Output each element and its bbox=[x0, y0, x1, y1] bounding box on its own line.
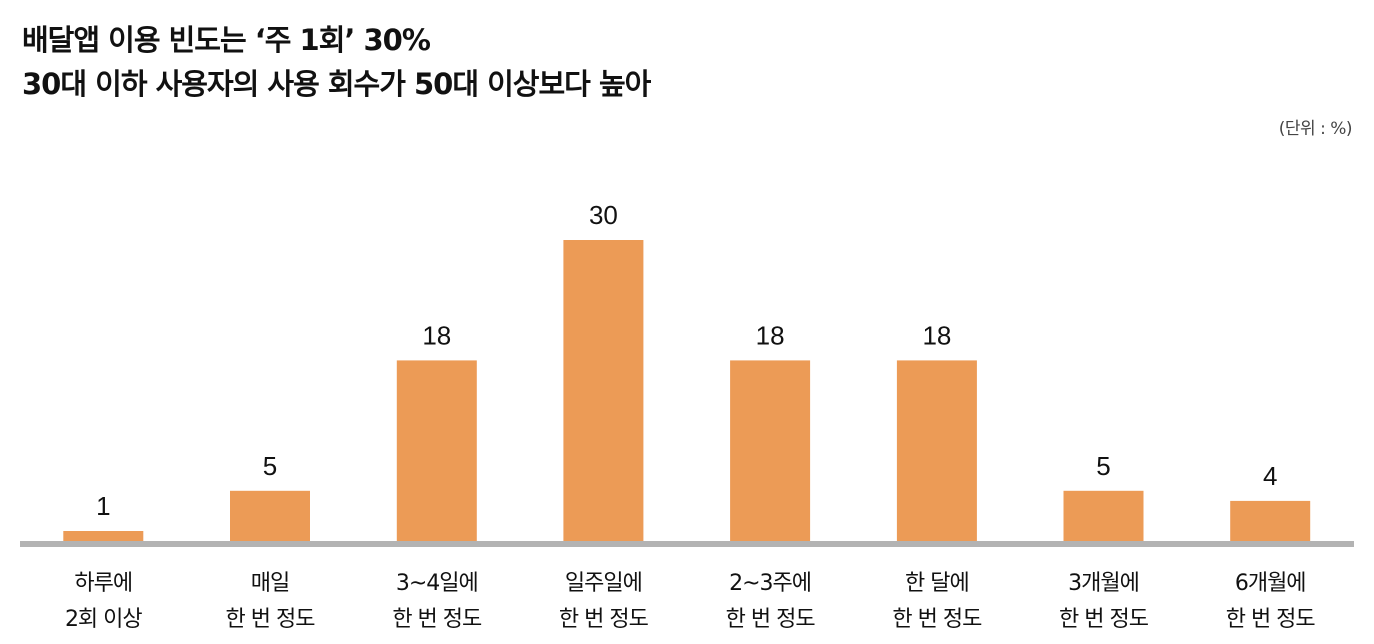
category-label: 한 번 정도 bbox=[226, 607, 316, 632]
bar-value-label: 5 bbox=[263, 451, 277, 481]
category-label: 한 번 정도 bbox=[892, 607, 982, 632]
category-label: 3개월에 bbox=[1068, 571, 1139, 596]
category-label: 한 번 정도 bbox=[392, 607, 482, 632]
title-line-2: 30대 이하 사용자의 사용 회수가 50대 이상보다 높아 bbox=[22, 67, 651, 101]
bar-value-label: 18 bbox=[756, 320, 785, 350]
category-label: 한 번 정도 bbox=[1226, 607, 1316, 632]
chart-title: 배달앱 이용 빈도는 ‘주 1회’ 30% 30대 이하 사용자의 사용 회수가… bbox=[22, 18, 651, 106]
category-label: 2회 이상 bbox=[65, 607, 142, 632]
bar bbox=[230, 490, 310, 541]
x-axis-baseline bbox=[20, 541, 1354, 547]
bar-value-label: 18 bbox=[422, 320, 451, 350]
bar-value-label: 4 bbox=[1263, 461, 1277, 491]
bar-value-label: 18 bbox=[922, 320, 951, 350]
unit-label: (단위 : %) bbox=[1278, 119, 1353, 139]
category-label: 한 번 정도 bbox=[726, 607, 816, 632]
category-label: 일주일에 bbox=[565, 571, 642, 596]
bar-value-label: 1 bbox=[96, 491, 110, 521]
category-label: 한 번 정도 bbox=[559, 607, 649, 632]
bar bbox=[1063, 490, 1144, 541]
bar-value-label: 30 bbox=[589, 200, 618, 230]
title-line-1: 배달앱 이용 빈도는 ‘주 1회’ 30% bbox=[22, 23, 431, 57]
bar bbox=[396, 360, 477, 541]
bar bbox=[896, 360, 977, 541]
category-label: 매일 bbox=[251, 571, 289, 596]
category-label: 2~3주에 bbox=[729, 571, 811, 596]
bar bbox=[563, 240, 644, 541]
bar bbox=[1230, 500, 1311, 541]
category-label: 3~4일에 bbox=[396, 571, 478, 596]
category-label: 6개월에 bbox=[1235, 571, 1306, 596]
bar-value-label: 5 bbox=[1096, 451, 1110, 481]
category-label: 한 달에 bbox=[905, 571, 969, 596]
bar bbox=[730, 360, 811, 541]
bar bbox=[63, 531, 144, 541]
category-label: 한 번 정도 bbox=[1059, 607, 1149, 632]
category-label: 하루에 bbox=[74, 571, 132, 596]
